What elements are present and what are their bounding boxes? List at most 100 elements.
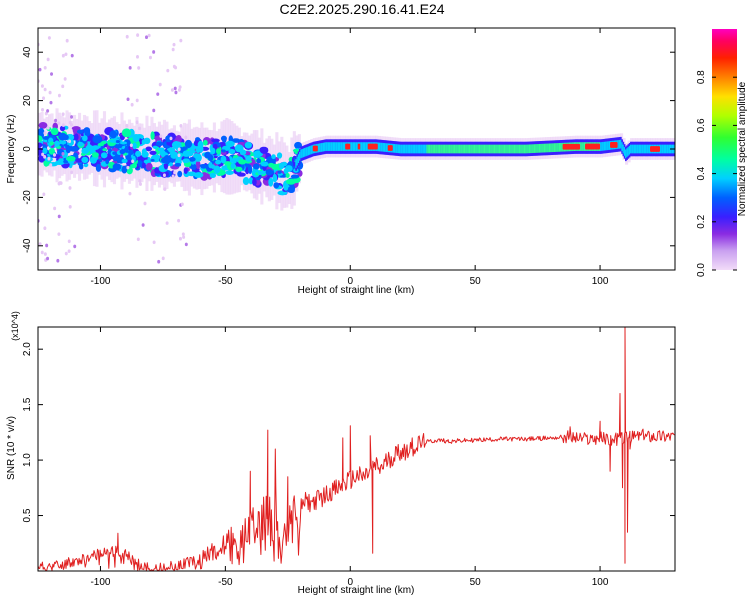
spectrogram-cell <box>345 143 351 150</box>
x-tick-label: -100 <box>90 577 110 588</box>
spectrogram-cell <box>238 159 247 165</box>
spectrogram-cell <box>286 178 296 185</box>
spectrogram-cell <box>331 142 334 151</box>
spectrogram-cell <box>473 144 476 154</box>
spectrogram-cell <box>54 118 58 123</box>
spectrogram-cell <box>428 144 431 154</box>
spectrogram-cell <box>510 144 512 154</box>
spectrogram-cell <box>61 123 65 127</box>
spectrogram-cell <box>392 143 395 153</box>
spectrogram-cell <box>179 123 183 128</box>
spectrogram-cell <box>309 146 311 155</box>
spectrogram-cell <box>581 142 583 151</box>
spectrogram-cell <box>77 142 84 147</box>
spectrogram-cell <box>67 249 71 253</box>
spectrogram-cell <box>410 144 412 154</box>
spectrogram-cell <box>221 156 227 162</box>
spectrogram-cell <box>42 147 48 155</box>
spectrogram-cell <box>42 96 46 100</box>
spectrogram-cell <box>497 144 500 154</box>
spectrogram-cell <box>468 144 471 154</box>
spectrogram-cell <box>456 144 459 154</box>
spectrogram-cell <box>137 66 141 70</box>
spectrogram-x-label: Height of straight line (km) <box>298 285 415 296</box>
spectrogram-cell <box>287 152 291 205</box>
spectrogram-cell <box>141 223 145 227</box>
spectrogram-cell <box>393 144 396 153</box>
spectrogram-cell <box>159 134 163 138</box>
spectrogram-cell <box>448 144 451 154</box>
spectrogram-cell <box>660 144 662 154</box>
spectrogram-cell <box>513 144 516 154</box>
spectrogram-y-label: Frequency (Hz) <box>6 115 17 184</box>
spectrogram-cell <box>152 145 158 149</box>
spectrogram-cell <box>417 144 420 154</box>
spectrogram-cell <box>583 142 586 151</box>
spectrogram-cell <box>472 144 475 154</box>
spectrogram-cell <box>466 144 469 154</box>
colorbar: 0.0 0.2 0.4 0.6 0.8 Normalized spectral ampl… <box>696 29 748 277</box>
spectrogram-cell <box>626 148 628 157</box>
spectrogram-cell <box>493 144 496 154</box>
spectrogram-cell <box>603 141 606 151</box>
spectrogram-cell <box>445 144 447 154</box>
spectrogram-cell <box>93 137 101 142</box>
spectrogram-cell <box>553 143 556 152</box>
spectrogram-cell <box>84 129 91 137</box>
spectrogram-cell <box>89 156 97 164</box>
spectrogram-cell <box>557 143 560 152</box>
spectrogram-cell <box>662 144 665 154</box>
spectrogram-cell <box>135 98 139 103</box>
spectrogram-cell <box>52 153 56 157</box>
spectrogram-cell <box>290 174 300 179</box>
spectrogram-cell <box>171 47 175 52</box>
snr-x-label: Height of straight line (km) <box>298 585 415 596</box>
x-tick-label: -50 <box>218 276 233 287</box>
spectrogram-cell <box>244 141 252 149</box>
spectrogram-cell <box>38 242 42 246</box>
spectrogram-cell <box>418 144 421 154</box>
spectrogram-cell <box>625 149 627 159</box>
spectrogram-cell <box>277 170 282 174</box>
spectrogram-cell <box>152 50 156 54</box>
spectrogram-cell <box>441 144 444 154</box>
spectrogram-cell <box>643 144 646 154</box>
spectrogram-cell <box>526 144 529 154</box>
spectrogram-cell <box>623 147 626 156</box>
spectrogram-cell <box>337 142 340 151</box>
spectrogram-cell <box>362 142 365 151</box>
spectrogram-cell <box>54 140 60 148</box>
x-tick-label: -100 <box>90 276 110 287</box>
spectrogram-cell <box>475 144 477 154</box>
spectrogram-cell <box>556 143 558 152</box>
spectrogram-cell <box>180 202 184 207</box>
spectrogram-cell <box>668 144 671 154</box>
spectrogram-cell <box>501 144 504 154</box>
spectrogram-cell <box>523 144 526 154</box>
spectrogram-cell <box>638 144 641 154</box>
spectrogram-cell <box>356 142 359 151</box>
spectrogram-cell <box>155 141 164 147</box>
spectrogram-cell <box>268 177 274 187</box>
spectrogram-cell <box>70 120 74 172</box>
colorbar-tick-label: 0.4 <box>696 166 707 180</box>
spectrogram-cell <box>622 144 625 154</box>
spectrogram-cell <box>507 144 510 154</box>
y-tick-label: -40 <box>22 238 33 253</box>
spectrogram-cell <box>177 153 181 158</box>
spectrogram-cell <box>426 144 429 154</box>
snr-x-axis: -100 -50 0 50 100 <box>90 327 609 588</box>
spectrogram-cell <box>663 144 666 154</box>
spectrogram-cell <box>61 151 65 156</box>
spectrogram-cell <box>157 259 161 264</box>
spectrogram-cell <box>637 144 640 154</box>
spectrogram-heatmap <box>38 33 675 264</box>
spectrogram-cell <box>260 161 269 167</box>
spectrogram-cell <box>545 143 547 153</box>
spectrogram-cell <box>329 142 331 151</box>
spectrogram-cell <box>367 143 378 150</box>
spectrogram-cell <box>163 145 171 149</box>
spectrogram-cell <box>174 90 178 95</box>
spectrogram-cell <box>47 36 51 40</box>
spectrogram-cell <box>136 33 140 37</box>
